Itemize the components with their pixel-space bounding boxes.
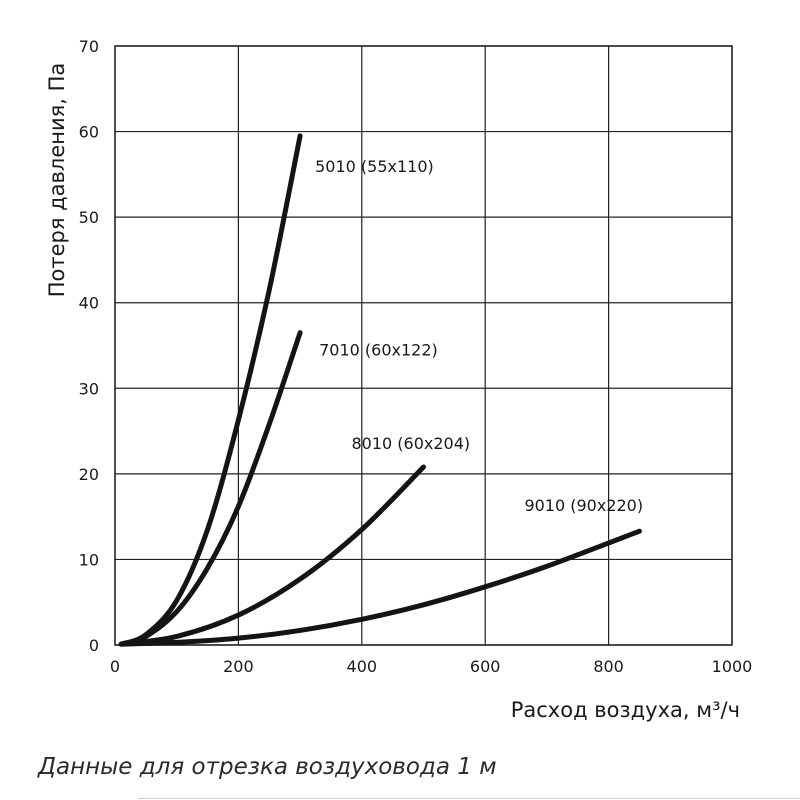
x-tick-label: 0 — [110, 657, 120, 676]
grid — [114, 45, 733, 646]
series-label: 9010 (90x220) — [524, 496, 643, 515]
x-tick-label: 600 — [470, 657, 501, 676]
y-tick-label: 70 — [79, 37, 99, 56]
x-tick-labels: 0 200 400 600 800 1000 — [110, 657, 752, 676]
series-labels: 5010 (55x110) 7010 (60x122) 8010 (60x204) 9… — [315, 157, 643, 515]
x-tick-label: 200 — [223, 657, 254, 676]
y-tick-label: 20 — [79, 465, 99, 484]
x-tick-label: 1000 — [712, 657, 753, 676]
x-axis-label: Расход воздуха, м³/ч — [511, 698, 740, 722]
divider — [138, 798, 800, 799]
x-tick-label: 400 — [347, 657, 378, 676]
series-curves — [118, 133, 642, 647]
series-label: 8010 (60x204) — [352, 434, 471, 453]
y-tick-label: 0 — [89, 636, 99, 655]
y-tick-label: 60 — [79, 123, 99, 142]
series-curve — [118, 528, 642, 647]
series-curve — [118, 464, 426, 647]
y-tick-label: 10 — [79, 550, 99, 569]
chart-caption: Данные для отрезка воздуховода 1 м — [38, 754, 497, 780]
x-tick-label: 800 — [593, 657, 624, 676]
series-curve — [118, 330, 303, 647]
series-label: 5010 (55x110) — [315, 157, 434, 176]
y-tick-labels: 0 10 20 30 40 50 60 70 — [79, 37, 99, 655]
pressure-loss-chart: 0 200 400 600 800 1000 0 10 20 30 40 50 60 70 5010 (… — [45, 37, 752, 722]
y-tick-label: 40 — [79, 294, 99, 313]
series-label: 7010 (60x122) — [319, 341, 438, 360]
y-tick-label: 50 — [79, 208, 99, 227]
y-axis-label: Потеря давления, Па — [45, 63, 69, 298]
plot-frame — [114, 45, 733, 646]
y-tick-label: 30 — [79, 379, 99, 398]
